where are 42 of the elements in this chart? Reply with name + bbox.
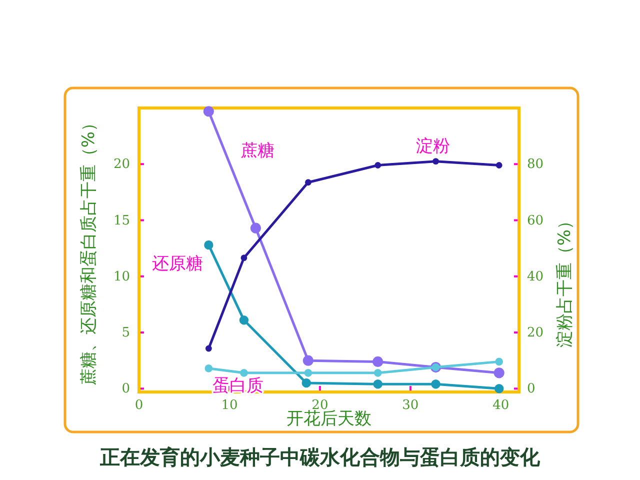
y-axis-title: 蔗糖、还原糖和蛋白质占干重（%） — [79, 114, 99, 386]
point — [374, 369, 382, 377]
point — [205, 345, 212, 352]
y-tick-label: 5 — [122, 326, 130, 341]
y-tick-label: 15 — [113, 213, 130, 228]
y2-tick-label: 40 — [527, 269, 544, 284]
y-tick-label: 20 — [113, 157, 130, 172]
point — [304, 179, 312, 186]
x-tick-label: 10 — [221, 398, 238, 413]
point — [372, 356, 384, 367]
point — [302, 355, 314, 366]
y-tick-label: 10 — [113, 269, 130, 284]
x-tick-label: 30 — [402, 398, 419, 413]
y2-tick-label: 60 — [527, 213, 544, 228]
point — [496, 162, 502, 168]
x-tick-label: 0 — [134, 398, 144, 413]
point — [431, 380, 440, 389]
y2-axis-title: 淀粉占干重（%） — [555, 212, 575, 348]
y2-tick-label: 80 — [527, 157, 544, 172]
series-label: 淀粉 — [416, 136, 450, 156]
series-label: 蔗糖 — [240, 141, 275, 162]
point — [203, 106, 214, 117]
y2-tick-label: 0 — [527, 382, 536, 397]
point — [204, 240, 214, 250]
point — [302, 378, 311, 388]
point — [204, 364, 213, 372]
point — [432, 158, 439, 165]
point — [240, 369, 248, 377]
point — [240, 254, 248, 262]
point — [494, 368, 504, 378]
point — [494, 384, 504, 394]
text: 正在发育的小麦种子中碳水化合物与蛋白质的变化 — [99, 445, 541, 469]
series-label: 还原糖 — [152, 254, 204, 274]
y-tick-label: 0 — [122, 382, 130, 397]
y2-tick-label: 20 — [527, 326, 544, 341]
point — [374, 162, 382, 168]
point — [250, 222, 262, 234]
point — [239, 316, 249, 325]
point — [495, 358, 503, 366]
point — [304, 369, 312, 377]
x-tick-label: 40 — [492, 398, 510, 413]
point — [373, 380, 382, 389]
